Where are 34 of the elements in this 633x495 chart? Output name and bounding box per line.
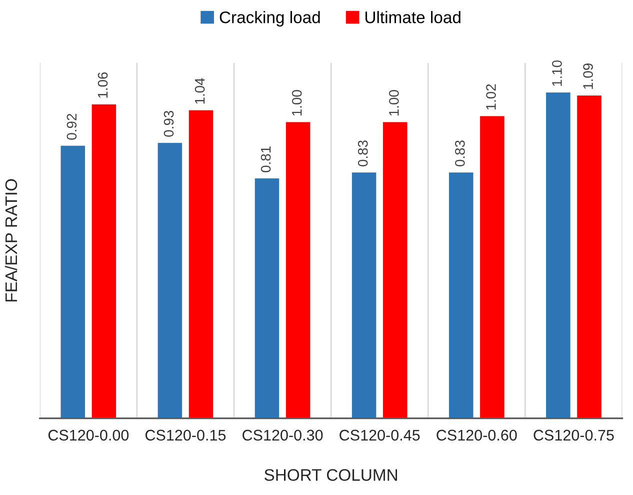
data-label: 0.83 [455, 140, 465, 166]
bar [286, 122, 310, 418]
bar [158, 142, 182, 418]
data-label: 0.81 [260, 146, 271, 172]
bar [60, 146, 86, 418]
legend-label: Cracking load [220, 11, 320, 27]
x-tick-label: CS120-0.15 [145, 430, 226, 441]
bar [382, 122, 408, 418]
x-tick-label: CS120-0.00 [48, 430, 129, 441]
x-tick-label: CS120-0.45 [340, 430, 420, 441]
bar [92, 104, 116, 418]
data-label: 1.00 [292, 90, 302, 116]
data-label: 0.92 [66, 114, 77, 140]
x-tick-label: CS120-0.60 [436, 430, 517, 441]
bar [577, 95, 602, 418]
legend-label: Ultimate load [366, 11, 460, 24]
data-label: 1.10 [552, 60, 562, 86]
data-label: 0.93 [164, 110, 174, 137]
bar [448, 172, 474, 418]
y-axis-title: FEA/EXP RATIO [4, 179, 18, 302]
data-label: 1.04 [194, 78, 205, 104]
data-label: 1.02 [486, 84, 496, 110]
bar [254, 178, 280, 418]
x-axis-title: SHORT COLUMN [264, 469, 398, 481]
bar [546, 92, 570, 418]
bar [188, 110, 214, 418]
data-label: 1.09 [583, 64, 593, 89]
x-tick-label: CS120-0.30 [242, 430, 323, 441]
data-label: 0.83 [358, 140, 368, 166]
data-label: 1.00 [389, 90, 399, 116]
bar [480, 116, 504, 418]
data-label: 1.06 [98, 72, 108, 98]
x-tick-label: CS120-0.75 [534, 430, 614, 441]
bar [352, 172, 376, 418]
